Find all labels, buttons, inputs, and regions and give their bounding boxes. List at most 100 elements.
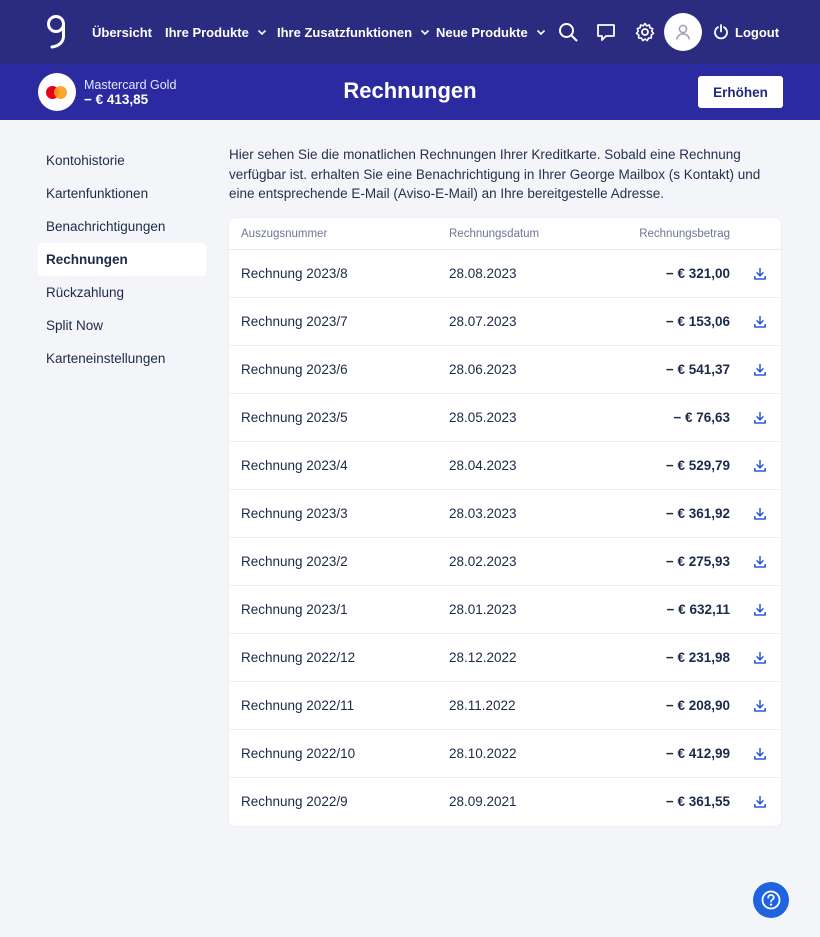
invoice-number: Rechnung 2023/5 — [241, 410, 348, 425]
gear-icon[interactable] — [633, 20, 657, 44]
download-icon[interactable] — [753, 363, 767, 377]
logout-button[interactable]: Logout — [713, 0, 779, 64]
download-icon[interactable] — [753, 555, 767, 569]
logout-label: Logout — [735, 24, 780, 40]
download-icon[interactable] — [753, 411, 767, 425]
table-row: Rechnung 2023/2 28.02.2023 − € 275,93 — [229, 538, 781, 586]
invoice-number: Rechnung 2023/6 — [241, 362, 348, 377]
invoice-number: Rechnung 2023/7 — [241, 314, 348, 329]
invoice-date: 28.10.2022 — [449, 746, 517, 761]
table-row: Rechnung 2023/1 28.01.2023 − € 632,11 — [229, 586, 781, 634]
table-header: Auszugsnummer Rechnungsdatum Rechnungsbe… — [229, 218, 781, 250]
invoice-date: 28.01.2023 — [449, 602, 517, 617]
invoice-amount: − € 76,63 — [673, 410, 730, 425]
invoice-table: Auszugsnummer Rechnungsdatum Rechnungsbe… — [229, 218, 781, 826]
invoice-amount: − € 208,90 — [665, 698, 730, 713]
chevron-down-icon — [536, 29, 545, 36]
invoice-number: Rechnung 2023/1 — [241, 602, 348, 617]
table-row: Rechnung 2023/8 28.08.2023 − € 321,00 — [229, 250, 781, 298]
nav-item-label: Ihre Produkte — [165, 24, 249, 40]
download-icon[interactable] — [753, 603, 767, 617]
power-icon — [714, 24, 728, 40]
invoice-date: 28.04.2023 — [449, 458, 517, 473]
table-row: Rechnung 2023/3 28.03.2023 − € 361,92 — [229, 490, 781, 538]
nav-item-zusatzfunktionen[interactable]: Ihre Zusatzfunktionen — [277, 0, 430, 64]
invoice-amount: − € 231,98 — [665, 650, 730, 665]
table-row: Rechnung 2023/4 28.04.2023 − € 529,79 — [229, 442, 781, 490]
invoice-amount: − € 153,06 — [665, 314, 730, 329]
help-button[interactable] — [753, 882, 789, 918]
invoice-amount: − € 632,11 — [666, 602, 730, 617]
table-row: Rechnung 2022/11 28.11.2022 − € 208,90 — [229, 682, 781, 730]
sidebar-item-karteneinstellungen[interactable]: Karteneinstellungen — [46, 351, 166, 366]
invoice-number: Rechnung 2023/3 — [241, 506, 348, 521]
download-icon[interactable] — [753, 315, 767, 329]
chat-icon[interactable] — [594, 20, 618, 44]
sidebar-item-rechnungen[interactable]: Rechnungen — [38, 243, 206, 276]
intro-text: Hier sehen Sie die monatlichen Rechnunge… — [229, 147, 761, 201]
nav-item-neue-produkte[interactable]: Neue Produkte — [436, 0, 546, 64]
sidebar-item-kartenfunktionen[interactable]: Kartenfunktionen — [46, 186, 149, 201]
george-logo-icon[interactable] — [44, 14, 70, 50]
increase-limit-button[interactable]: Erhöhen — [698, 76, 783, 108]
sidebar: Kontohistorie Kartenfunktionen Benachric… — [38, 144, 206, 375]
download-icon[interactable] — [753, 651, 767, 665]
invoice-number: Rechnung 2022/12 — [241, 650, 356, 665]
download-icon[interactable] — [753, 507, 767, 521]
main-nav: Übersicht Ihre Produkte Ihre Zusatzfunkt… — [0, 0, 820, 64]
download-icon[interactable] — [753, 795, 767, 809]
table-row: Rechnung 2022/9 28.09.2021 − € 361,55 — [229, 778, 781, 826]
invoice-number: Rechnung 2023/4 — [241, 458, 348, 473]
chevron-down-icon — [420, 29, 430, 36]
sidebar-item-kontohistorie[interactable]: Kontohistorie — [46, 153, 125, 168]
invoice-amount: − € 412,99 — [665, 746, 730, 761]
chevron-down-icon — [257, 29, 266, 36]
sidebar-item-split-now[interactable]: Split Now — [46, 318, 104, 333]
invoice-number: Rechnung 2022/9 — [241, 794, 348, 809]
download-icon[interactable] — [753, 699, 767, 713]
column-header-date: Rechnungsdatum — [449, 228, 540, 240]
table-row: Rechnung 2023/5 28.05.2023 − € 76,63 — [229, 394, 781, 442]
nav-item-label: Übersicht — [92, 24, 152, 40]
card-name: Mastercard Gold — [84, 78, 177, 92]
column-header-number: Auszugsnummer — [241, 228, 328, 240]
table-row: Rechnung 2023/6 28.06.2023 − € 541,37 — [229, 346, 781, 394]
nav-item-ihre-produkte[interactable]: Ihre Produkte — [165, 0, 267, 64]
table-row: Rechnung 2022/10 28.10.2022 − € 412,99 — [229, 730, 781, 778]
invoice-amount: − € 529,79 — [665, 458, 730, 473]
invoice-number: Rechnung 2022/10 — [241, 746, 356, 761]
account-header-bar — [0, 64, 820, 120]
invoice-amount: − € 321,00 — [665, 266, 730, 281]
nav-item-label: Neue Produkte — [436, 24, 528, 40]
download-icon[interactable] — [753, 459, 767, 473]
invoice-date: 28.05.2023 — [449, 410, 517, 425]
table-row: Rechnung 2023/7 28.07.2023 − € 153,06 — [229, 298, 781, 346]
invoice-date: 28.03.2023 — [449, 506, 517, 521]
help-icon — [761, 890, 781, 910]
avatar[interactable] — [664, 13, 702, 51]
invoice-date: 28.09.2021 — [449, 794, 517, 809]
sidebar-item-benachrichtigungen[interactable]: Benachrichtigungen — [46, 219, 166, 234]
search-icon[interactable] — [556, 20, 580, 44]
invoice-date: 28.02.2023 — [449, 554, 517, 569]
invoice-amount: − € 361,92 — [665, 506, 730, 521]
invoice-date: 28.08.2023 — [449, 266, 517, 281]
mastercard-logo-icon — [38, 73, 76, 111]
invoice-date: 28.07.2023 — [449, 314, 517, 329]
download-icon[interactable] — [753, 747, 767, 761]
nav-item-label: Ihre Zusatzfunktionen — [277, 24, 413, 40]
invoice-amount: − € 541,37 — [665, 362, 730, 377]
sidebar-item-rueckzahlung[interactable]: Rückzahlung — [46, 285, 125, 300]
invoice-date: 28.06.2023 — [449, 362, 517, 377]
column-header-amount: Rechnungsbetrag — [639, 228, 730, 240]
nav-item-uebersicht[interactable]: Übersicht — [92, 0, 152, 64]
table-row: Rechnung 2022/12 28.12.2022 − € 231,98 — [229, 634, 781, 682]
invoice-number: Rechnung 2023/2 — [241, 554, 348, 569]
card-balance: − € 413,85 — [84, 92, 149, 107]
invoice-amount: − € 361,55 — [665, 794, 730, 809]
invoice-date: 28.12.2022 — [449, 650, 517, 665]
download-icon[interactable] — [753, 267, 767, 281]
invoice-number: Rechnung 2022/11 — [241, 698, 355, 713]
invoice-number: Rechnung 2023/8 — [241, 266, 348, 281]
invoice-amount: − € 275,93 — [665, 554, 730, 569]
